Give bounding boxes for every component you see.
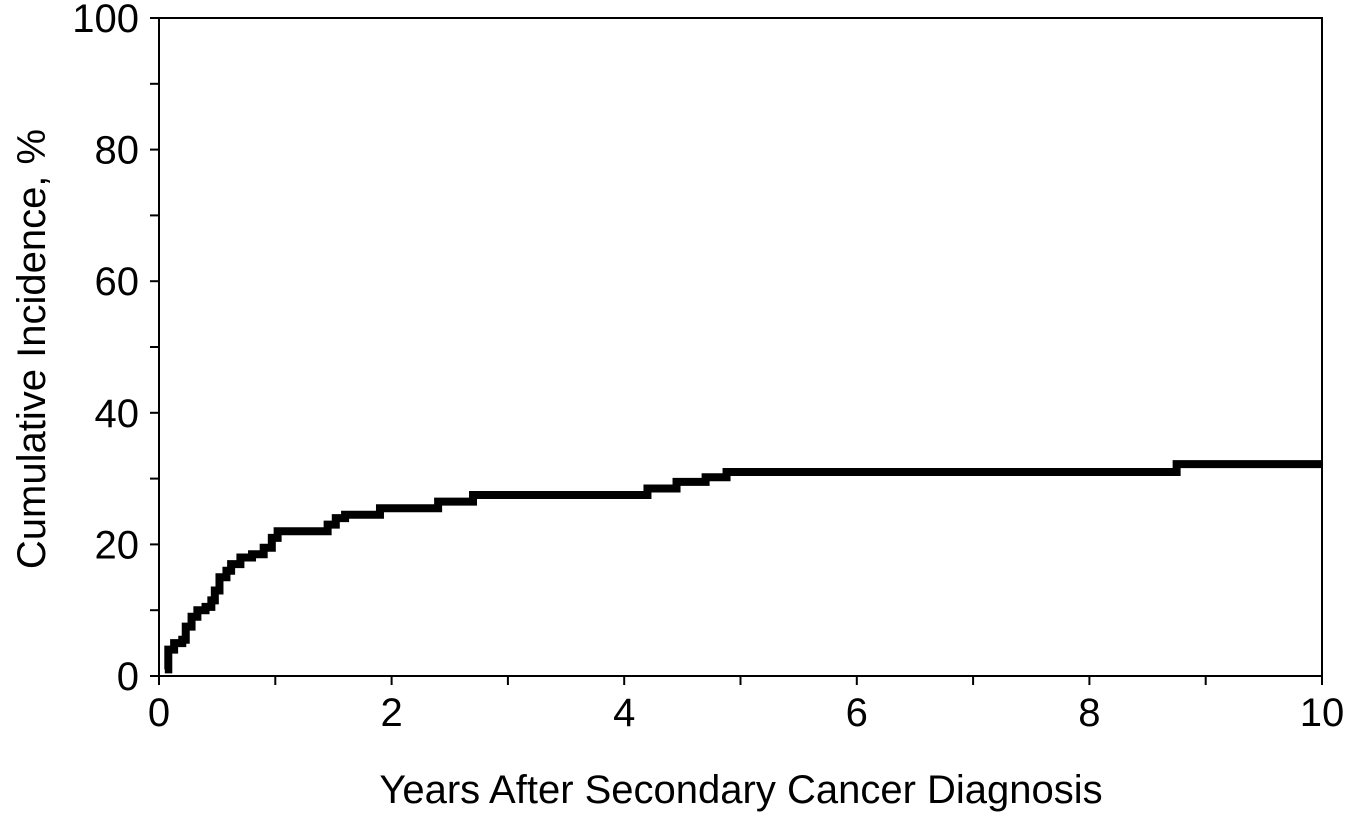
y-tick-label: 20 [95,523,140,567]
x-tick-label: 2 [380,691,402,735]
y-tick-label: 60 [95,260,140,304]
y-tick-label: 0 [117,655,139,699]
x-tick-label: 8 [1078,691,1100,735]
y-tick-label: 80 [95,129,140,173]
plot-frame [158,17,1323,677]
x-tick-label: 10 [1300,691,1345,735]
x-axis-title: Years After Secondary Cancer Diagnosis [379,768,1102,812]
x-tick-label: 0 [148,691,170,735]
y-axis-title: Cumulative Incidence, % [10,129,54,569]
x-tick-label: 6 [846,691,868,735]
x-tick-label: 4 [613,691,635,735]
y-tick-label: 100 [72,0,139,41]
series-layer [164,460,1322,674]
y-tick-label: 40 [95,392,140,436]
ticks-layer: 0 20 40 60 80 100 0 2 4 6 8 10 [72,0,1344,735]
cumulative-incidence-line [164,460,1322,674]
axes-layer [158,17,1323,677]
